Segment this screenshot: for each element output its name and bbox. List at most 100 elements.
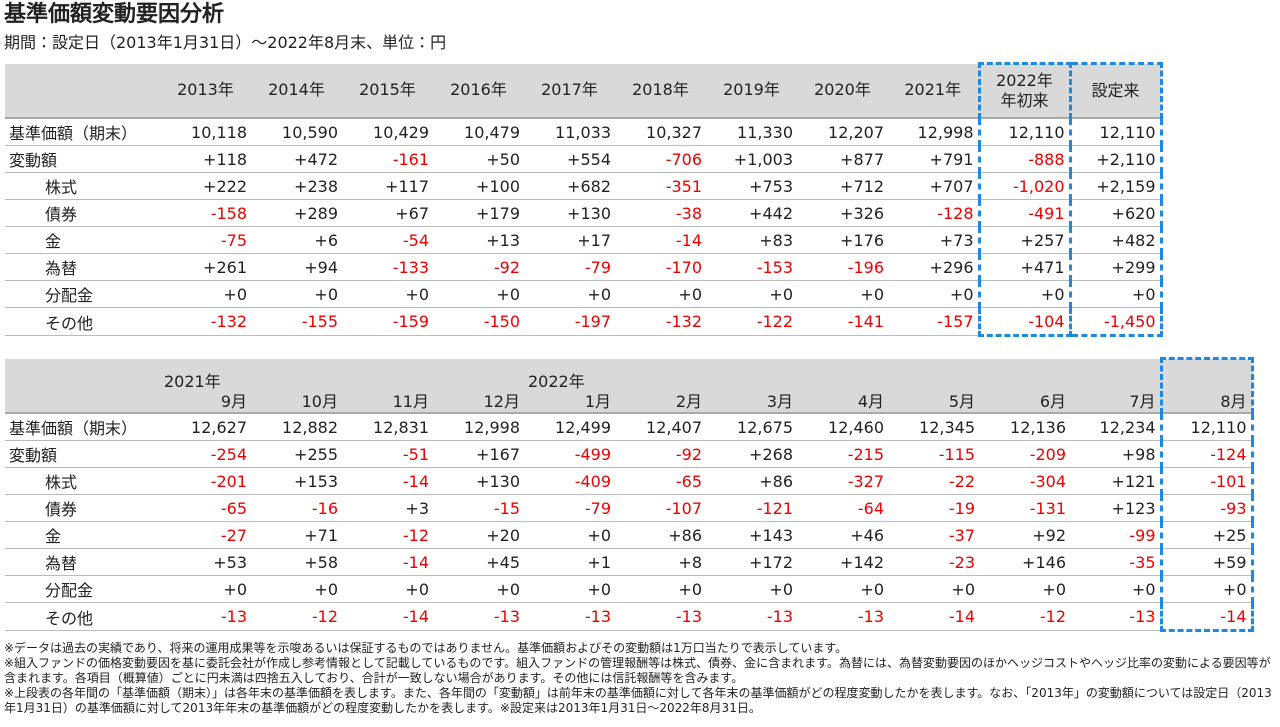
note: ※データは過去の実績であり、将来の運用成果等を示唆あるいは保証するものではありま… (4, 641, 848, 655)
cell: +261 (160, 253, 251, 281)
cell: -170 (615, 253, 706, 281)
cell: -209 (979, 440, 1070, 468)
cell: -65 (160, 494, 251, 522)
cell: -12 (342, 521, 433, 549)
header-line: 2022年 (996, 71, 1053, 90)
cell: -1,450 (1068, 307, 1163, 337)
cell: -128 (888, 199, 979, 227)
cell: -157 (888, 307, 979, 336)
cell: +2,159 (1068, 172, 1163, 200)
cell: +73 (888, 226, 979, 254)
cell: -254 (160, 440, 251, 468)
column-header: 2019年 (706, 63, 797, 119)
row: 金 -27 +71 -12 +20 +0 +86 +143 +46 -37 +92 -99 +25 (5, 521, 1254, 549)
column-header: 2022年 1月 (524, 358, 615, 414)
month-label: 2月 (675, 392, 702, 411)
cell: -409 (524, 467, 615, 495)
row: 分配金 +0 +0 +0 +0 +0 +0 +0 +0 +0 +0 +0 (5, 280, 1163, 308)
cell: +130 (524, 199, 615, 227)
cell: -79 (524, 494, 615, 522)
cell: 10,429 (342, 118, 433, 146)
cell: +53 (160, 548, 251, 576)
year-label: 2021年 (164, 372, 221, 391)
cell: +1 (524, 548, 615, 576)
cell: +71 (251, 521, 342, 549)
cell: -65 (615, 467, 706, 495)
header-line: 2020年 (814, 80, 871, 100)
month-label: 5月 (948, 392, 975, 411)
row: 株式 +222 +238 +117 +100 +682 -351 +753 +712 +707 -1… (5, 172, 1163, 200)
column-header: 設定来 (1068, 62, 1163, 119)
cell: -15 (433, 494, 524, 522)
cell: -13 (433, 602, 524, 631)
cell: +0 (706, 280, 797, 308)
row: 為替 +53 +58 -14 +45 +1 +8 +172 +142 -23 +146 -35 +59 (5, 548, 1254, 576)
cell: +117 (342, 172, 433, 200)
cell: +0 (160, 575, 251, 603)
note: ※上段表の各年間の「基準価額（期末）」は各年末の基準価額を表します。また、各年間… (4, 686, 1272, 715)
cell: +299 (1068, 253, 1163, 281)
cell: -35 (1070, 548, 1161, 576)
column-header: 2月 (615, 358, 706, 414)
row: 金 -75 +6 -54 +13 +17 -14 +83 +176 +73 +257 +482 (5, 226, 1163, 254)
cell: -14 (342, 602, 433, 631)
cell: -13 (797, 602, 888, 631)
cell: +289 (251, 199, 342, 227)
row: 分配金 +0 +0 +0 +0 +0 +0 +0 +0 +0 +0 +0 +0 (5, 575, 1254, 603)
month-label: 1月 (584, 392, 611, 411)
cell: +0 (342, 280, 433, 308)
header-row: 2013年 2014年 2015年 2016年 2017年 2018年 2019年 2020年… (5, 62, 1163, 119)
cell: +238 (251, 172, 342, 200)
cell: +143 (706, 521, 797, 549)
cell: +6 (251, 226, 342, 254)
cell: +482 (1068, 226, 1163, 254)
cell: 12,499 (524, 413, 615, 441)
cell: 10,327 (615, 118, 706, 146)
year-label (983, 372, 1066, 392)
cell: -16 (251, 494, 342, 522)
column-header: 2021年 (888, 63, 979, 119)
cell: -51 (342, 440, 433, 468)
annual-table: 2013年 2014年 2015年 2016年 2017年 2018年 2019年 2020年… (5, 62, 1163, 337)
year-label (801, 372, 884, 392)
column-header: 3月 (706, 358, 797, 414)
cell: +142 (797, 548, 888, 576)
cell: +471 (977, 253, 1072, 281)
header-cell (5, 63, 160, 119)
year-label (437, 372, 520, 392)
row-label: 金 (5, 521, 160, 549)
cell: -122 (706, 307, 797, 336)
cell: +0 (615, 280, 706, 308)
cell: +0 (797, 575, 888, 603)
cell: -14 (615, 226, 706, 254)
cell: +20 (433, 521, 524, 549)
column-header: 7月 (1070, 358, 1161, 414)
cell: -13 (615, 602, 706, 631)
cell: -22 (888, 467, 979, 495)
column-header: 2020年 (797, 63, 888, 119)
cell: +130 (433, 467, 524, 495)
cell: +83 (706, 226, 797, 254)
month-label: 3月 (766, 392, 793, 411)
month-label: 9月 (220, 392, 247, 411)
row-label: 為替 (5, 253, 160, 281)
header-line: 2015年 (359, 80, 416, 100)
cell: 12,345 (888, 413, 979, 441)
column-header: 5月 (888, 358, 979, 414)
header-line: 2018年 (632, 80, 689, 100)
cell: +172 (706, 548, 797, 576)
cell: -132 (160, 307, 251, 336)
cell: +100 (433, 172, 524, 200)
cell: -23 (888, 548, 979, 576)
cell: -888 (977, 145, 1072, 173)
cell: -327 (797, 467, 888, 495)
column-header: 2014年 (251, 63, 342, 119)
cell: +0 (160, 280, 251, 308)
month-label: 4月 (857, 392, 884, 411)
cell: 11,033 (524, 118, 615, 146)
cell: +121 (1070, 467, 1161, 495)
header-cell (5, 358, 160, 414)
cell: -13 (706, 602, 797, 631)
cell: +753 (706, 172, 797, 200)
